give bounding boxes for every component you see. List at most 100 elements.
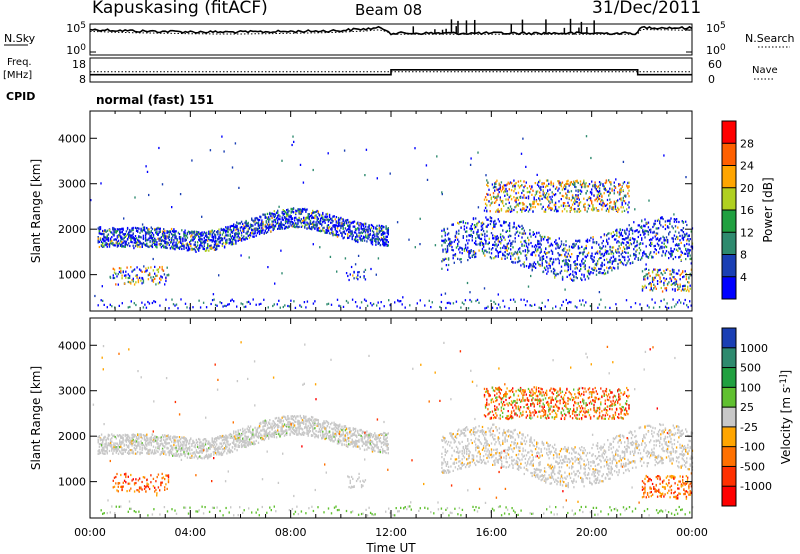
data-cell [235, 229, 237, 232]
data-cell [111, 447, 113, 451]
data-cell [567, 201, 569, 204]
data-cell [177, 443, 180, 446]
data-cell [148, 273, 151, 276]
data-cell [170, 233, 173, 236]
data-cell [159, 436, 161, 439]
data-cell [203, 245, 205, 248]
data-cell [664, 239, 667, 242]
data-cell [178, 233, 181, 236]
data-cell [674, 281, 676, 284]
data-cell [664, 254, 667, 257]
data-cell [360, 301, 363, 304]
data-cell [560, 240, 563, 243]
data-cell [223, 228, 226, 231]
data-cell [387, 232, 389, 235]
data-cell [679, 274, 681, 277]
data-cell [549, 244, 551, 247]
data-cell [553, 194, 556, 197]
data-cell [170, 227, 173, 231]
data-cell [111, 440, 113, 443]
data-cell [163, 231, 165, 234]
data-cell [446, 245, 449, 248]
data-cell [468, 234, 470, 237]
data-cell [447, 257, 450, 260]
data-cell [593, 256, 595, 259]
data-cell [109, 238, 112, 242]
data-cell [490, 202, 492, 205]
data-cell [342, 219, 344, 222]
data-cell [372, 236, 375, 239]
data-cell [98, 232, 101, 235]
data-cell [189, 449, 191, 452]
data-cell [100, 433, 103, 436]
data-cell [648, 253, 651, 256]
data-cell [301, 220, 304, 223]
data-cell [615, 249, 617, 252]
data-cell [572, 246, 574, 249]
data-cell [680, 229, 682, 232]
data-cell [621, 255, 624, 258]
data-cell [169, 451, 172, 454]
data-cell [317, 210, 319, 213]
data-cell [512, 185, 514, 188]
data-cell [358, 227, 360, 230]
data-cell [447, 243, 450, 246]
data-cell [487, 242, 489, 246]
data-cell [486, 210, 488, 213]
data-cell [106, 306, 108, 309]
data-cell [608, 260, 610, 264]
data-cell [473, 241, 476, 245]
data-cell [199, 245, 201, 248]
data-cell [216, 231, 218, 234]
data-cell [541, 207, 543, 210]
data-cell [243, 235, 245, 238]
data-cell [207, 239, 209, 242]
data-cell [363, 229, 366, 232]
data-cell [380, 227, 383, 230]
data-cell [654, 219, 656, 222]
data-cell [303, 208, 305, 211]
data-cell [179, 453, 182, 456]
data-cell [190, 243, 192, 246]
data-cell [371, 304, 373, 307]
data-cell [208, 249, 210, 252]
data-cell [558, 187, 560, 190]
data-cell [450, 240, 452, 243]
data-cell [555, 274, 557, 277]
data-cell [503, 187, 505, 190]
data-cell [273, 213, 275, 216]
data-cell [575, 271, 577, 274]
data-cell [644, 236, 646, 239]
data-cell [99, 238, 102, 241]
data-cell [560, 269, 563, 272]
data-cell [517, 184, 520, 187]
data-cell [522, 137, 524, 140]
data-cell [527, 236, 529, 239]
data-cell [624, 202, 627, 205]
data-cell [477, 228, 479, 232]
data-cell [663, 246, 665, 249]
data-cell [174, 447, 176, 450]
data-cell [343, 222, 345, 225]
data-cell [132, 433, 134, 436]
data-cell [516, 253, 519, 256]
data-cell [154, 452, 156, 455]
data-cell [480, 222, 483, 225]
data-cell [360, 234, 362, 238]
data-cell [611, 206, 613, 209]
data-cell [113, 449, 115, 453]
data-cell [621, 210, 623, 213]
data-cell [90, 199, 92, 202]
data-cell [268, 223, 270, 226]
data-cell [350, 265, 353, 269]
data-cell [339, 224, 341, 227]
data-cell [685, 275, 688, 278]
data-cell [476, 243, 478, 246]
data-cell [161, 239, 164, 242]
data-cell [617, 206, 619, 209]
data-cell [619, 183, 621, 186]
data-cell [111, 242, 113, 245]
data-cell [540, 243, 542, 246]
data-cell [578, 240, 581, 243]
data-cell [651, 256, 653, 259]
